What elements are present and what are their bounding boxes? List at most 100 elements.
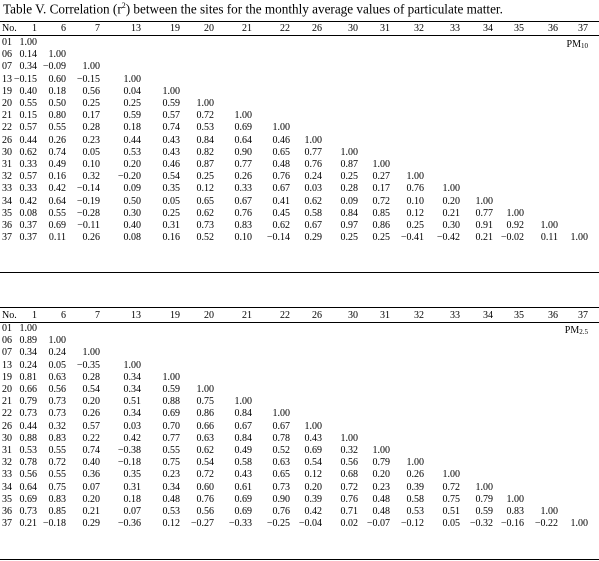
pollutant-label-main: PM (564, 325, 580, 336)
row-label: 30 (2, 432, 12, 444)
table-cell: 0.84 (234, 408, 253, 420)
table-cell: 0.08 (19, 207, 38, 219)
table-cell: 0.58 (406, 493, 425, 505)
table-caption: Table V. Correlation (r2) between the si… (3, 1, 503, 17)
table-cell: −0.18 (117, 457, 141, 469)
table-cell: 0.74 (162, 122, 181, 134)
row-label: 07 (2, 61, 12, 73)
table-cell: 0.34 (123, 371, 142, 383)
table-cell: 0.71 (340, 506, 359, 517)
table-cell: 0.48 (272, 159, 291, 170)
column-header: 37 (578, 310, 588, 321)
table-cell: −0.35 (76, 359, 100, 371)
table-header-rule (0, 35, 599, 36)
table-cell: 0.83 (234, 220, 253, 231)
table-cell: 1.00 (540, 220, 559, 231)
table-cell: 0.20 (304, 481, 323, 493)
column-header: 32 (414, 310, 424, 321)
column-header: 13 (131, 310, 141, 321)
table-cell: 0.03 (123, 420, 142, 432)
table-cell: 0.26 (82, 408, 101, 420)
table-cell: 0.54 (196, 457, 215, 469)
table-cell: 0.11 (540, 232, 558, 244)
table-cell: 0.32 (82, 171, 101, 183)
row-label: 22 (2, 122, 12, 134)
table-cell: 0.83 (48, 432, 67, 444)
table-cell: 0.46 (162, 159, 181, 170)
table-cell: 0.10 (406, 195, 425, 207)
table-cell: 0.85 (48, 506, 67, 517)
table-cell: −0.14 (76, 183, 100, 195)
table-cell: 0.66 (19, 384, 38, 395)
table-cell: 0.41 (272, 195, 291, 207)
table-cell: 0.87 (196, 159, 215, 170)
table-cell: 0.59 (123, 110, 142, 122)
table-cell: 1.00 (234, 110, 253, 122)
table-cell: 0.07 (82, 481, 101, 493)
table-cell: 0.76 (406, 183, 425, 195)
table-cell: 0.61 (234, 481, 253, 493)
column-header-no: No. (2, 310, 17, 321)
column-header: 35 (514, 310, 524, 321)
table-cell: 0.18 (123, 493, 142, 505)
table-cell: 0.26 (234, 171, 253, 183)
row-label: 01 (2, 37, 12, 48)
table-cell: 0.66 (196, 420, 215, 432)
column-header: 19 (170, 23, 180, 34)
table-cell: −0.04 (298, 518, 322, 530)
row-label: 20 (2, 98, 12, 109)
column-header: 13 (131, 23, 141, 34)
table-cell: 1.00 (340, 146, 359, 158)
table-cell: 0.25 (340, 171, 359, 183)
table-cell: 0.23 (372, 481, 391, 493)
table-cell: 0.29 (82, 518, 101, 530)
column-header: 31 (380, 23, 390, 34)
table-cell: 0.73 (19, 408, 38, 420)
table-cell: 0.56 (340, 457, 359, 469)
pollutant-label: PM2.5 (565, 325, 588, 338)
table-cell: 0.17 (372, 183, 391, 195)
row-label: 26 (2, 134, 12, 146)
table-cell: 0.62 (19, 146, 38, 158)
column-header: 1 (32, 310, 37, 321)
table-cell: 0.45 (272, 207, 291, 219)
table-cell: 0.57 (19, 171, 38, 183)
table-cell: 0.57 (19, 122, 38, 134)
table-cell: 0.39 (406, 481, 425, 493)
table-cell: −0.41 (400, 232, 424, 244)
table-cell: 0.34 (19, 61, 38, 73)
table-cell: 0.88 (162, 396, 181, 408)
table-cell: 0.34 (123, 408, 142, 420)
table-cell: 0.33 (19, 183, 38, 195)
row-label: 32 (2, 171, 12, 183)
table-cell: 0.72 (372, 195, 391, 207)
table-cell: 1.00 (196, 98, 215, 109)
table-cell: 0.72 (442, 481, 461, 493)
table-cell: 0.05 (82, 146, 101, 158)
table-cell: 1.00 (304, 420, 323, 432)
table-cell: 1.00 (340, 432, 359, 444)
table-cell: 0.55 (48, 445, 67, 456)
table-cell: 0.36 (82, 469, 101, 481)
table-cell: 0.74 (48, 146, 67, 158)
table-cell: 1.00 (82, 61, 101, 73)
table-cell: 0.69 (304, 445, 323, 456)
table-cell: 0.49 (48, 159, 67, 170)
table-cell: 0.56 (19, 469, 38, 481)
table-cell: −0.38 (117, 445, 141, 456)
table-cell: 0.62 (272, 220, 291, 231)
table-cell: 0.50 (123, 195, 142, 207)
table-cell: 0.65 (272, 146, 291, 158)
table-cell: 0.57 (162, 110, 181, 122)
table-cell: 0.67 (272, 183, 291, 195)
table-cell: 0.18 (48, 85, 67, 97)
table-cell: 0.56 (196, 506, 215, 517)
table-cell: 0.10 (82, 159, 101, 170)
table-cell: −0.15 (13, 73, 37, 85)
table-cell: 0.88 (19, 432, 38, 444)
table-cell: −0.18 (42, 518, 66, 530)
table-cell: −0.15 (76, 73, 100, 85)
table-cell: 0.53 (196, 122, 215, 134)
table-cell: 0.97 (340, 220, 359, 231)
row-label: 07 (2, 347, 12, 359)
